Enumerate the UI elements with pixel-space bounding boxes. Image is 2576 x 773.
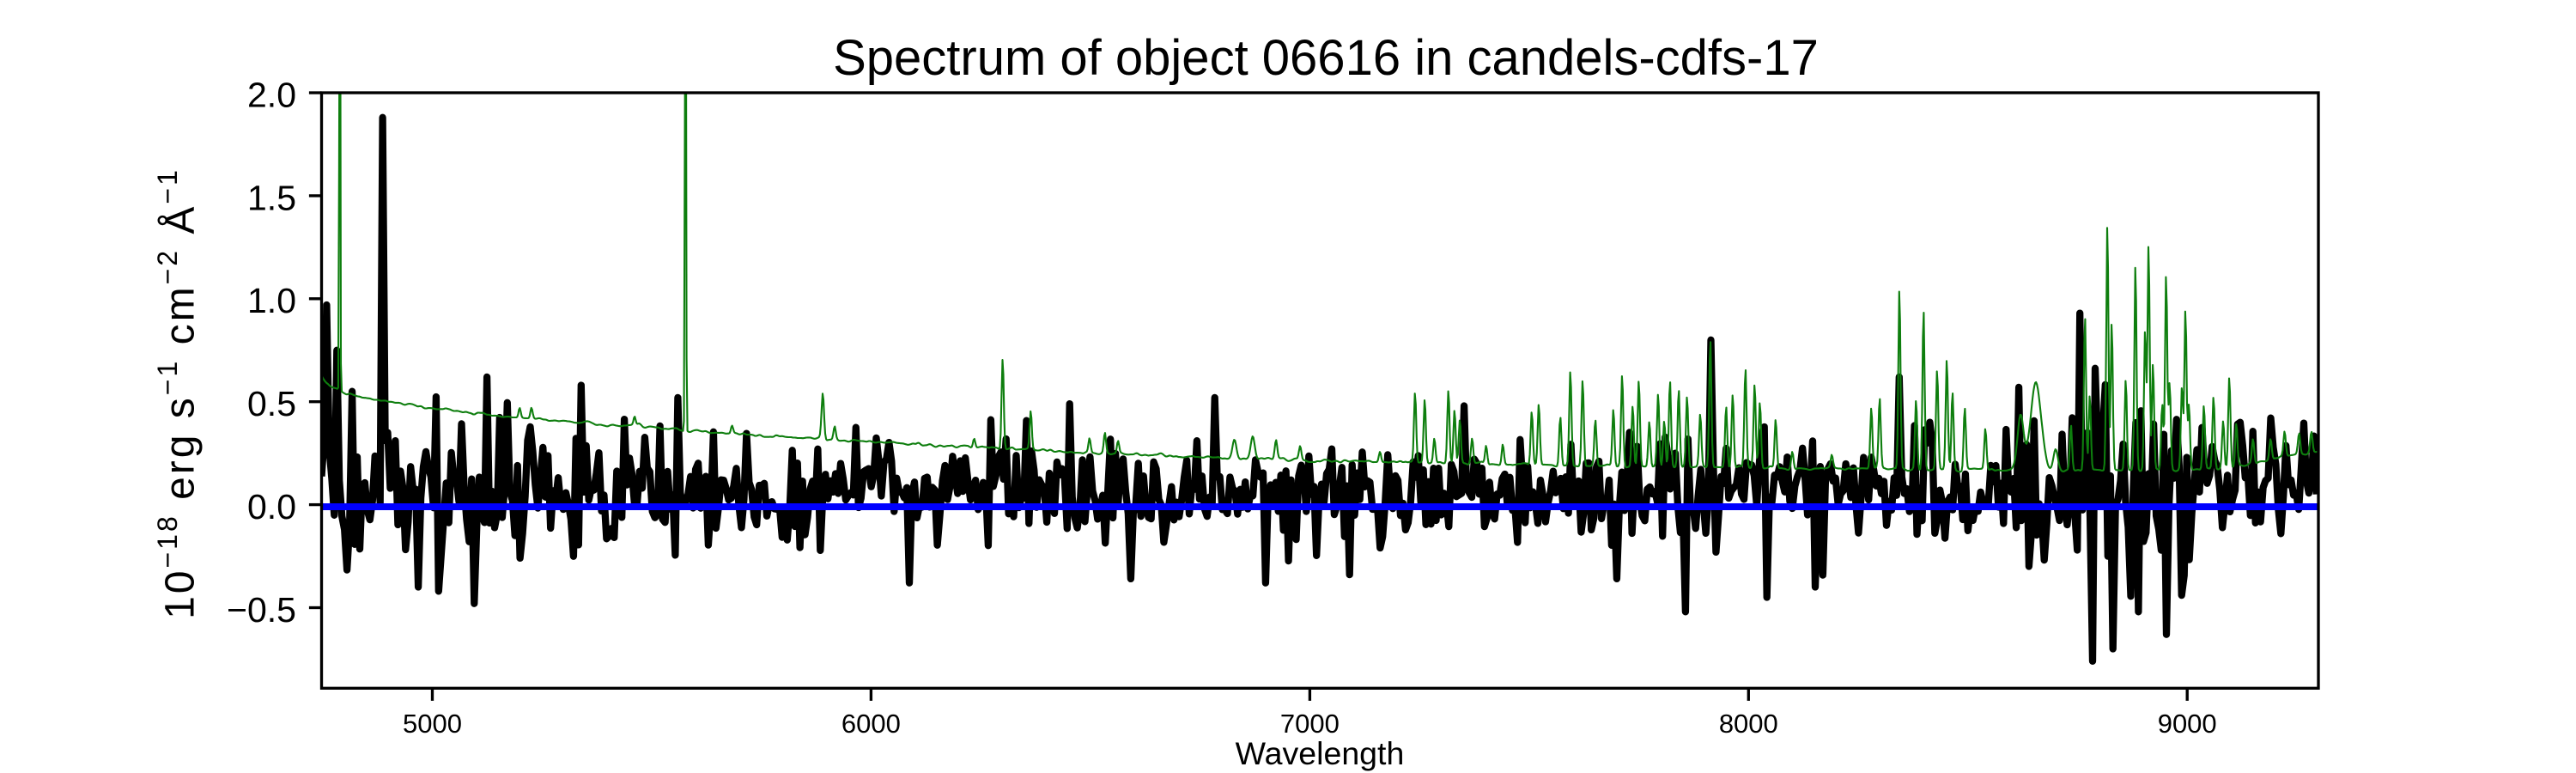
svg-text:2.0: 2.0 [247, 75, 296, 114]
svg-text:Wavelength: Wavelength [1236, 735, 1405, 771]
svg-text:10−18 erg s−1 cm−2 Å−1: 10−18 erg s−1 cm−2 Å−1 [152, 167, 204, 619]
svg-text:1.0: 1.0 [247, 281, 296, 320]
svg-text:0.0: 0.0 [247, 487, 296, 526]
svg-text:−0.5: −0.5 [227, 590, 296, 630]
svg-text:0.5: 0.5 [247, 384, 296, 423]
svg-text:7000: 7000 [1280, 709, 1340, 739]
svg-text:Spectrum of object 06616 in ca: Spectrum of object 06616 in candels-cdfs… [833, 30, 1819, 86]
svg-text:9000: 9000 [2158, 709, 2217, 739]
svg-text:1.5: 1.5 [247, 178, 296, 217]
svg-text:8000: 8000 [1719, 709, 1778, 739]
svg-text:6000: 6000 [841, 709, 901, 739]
svg-text:5000: 5000 [403, 709, 462, 739]
